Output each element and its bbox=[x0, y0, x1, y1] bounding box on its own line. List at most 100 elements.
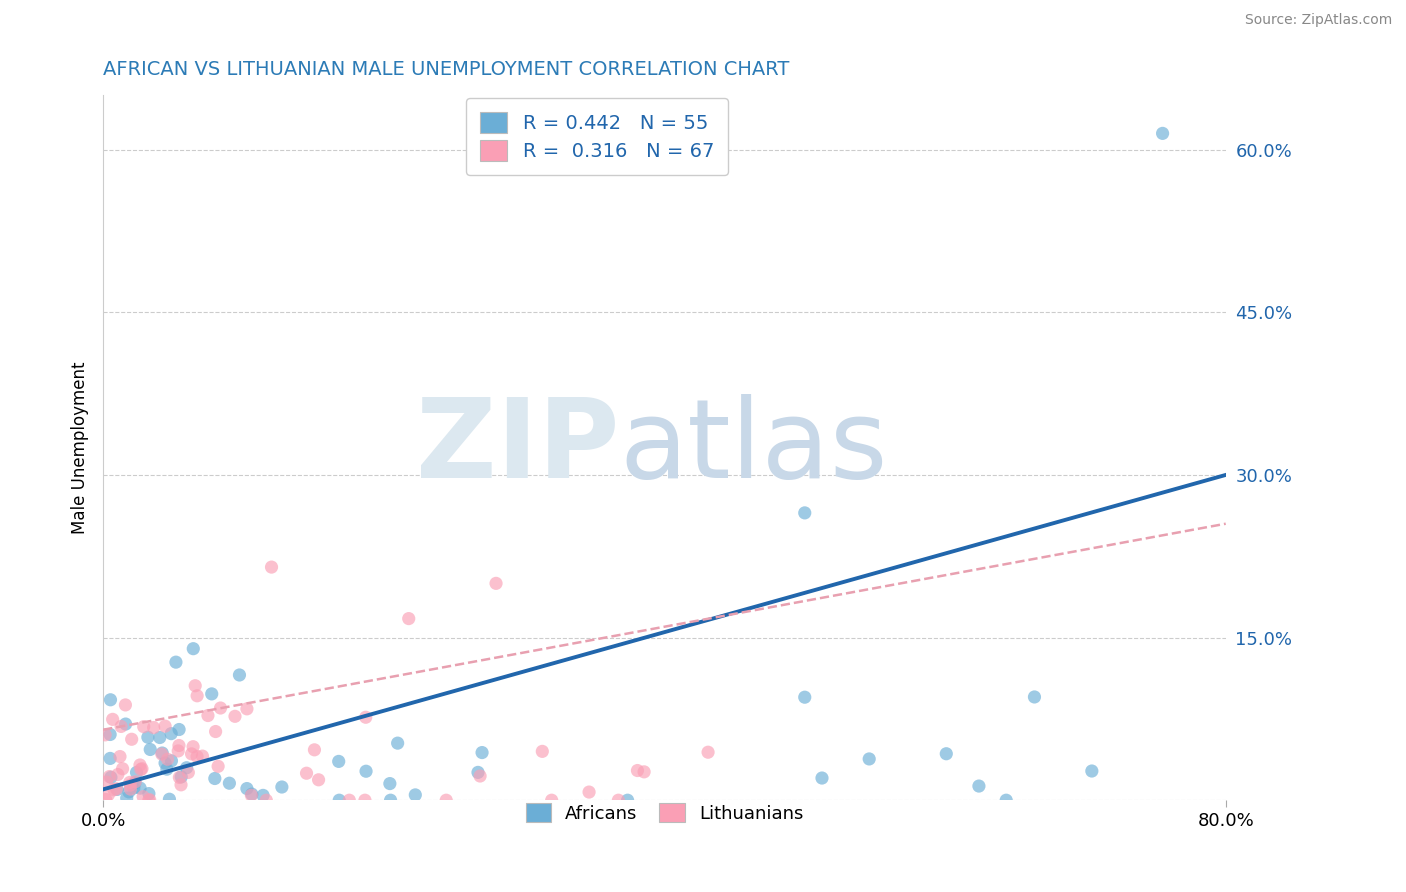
Point bbox=[197, 708, 219, 723]
Point bbox=[165, 655, 187, 669]
Point bbox=[124, 776, 146, 790]
Point bbox=[115, 791, 138, 805]
Point bbox=[181, 739, 204, 754]
Point bbox=[96, 775, 118, 789]
Point bbox=[354, 710, 377, 724]
Point bbox=[180, 747, 202, 761]
Point bbox=[118, 785, 141, 799]
Point bbox=[125, 765, 148, 780]
Point bbox=[97, 788, 120, 802]
Point bbox=[858, 752, 880, 766]
Text: Source: ZipAtlas.com: Source: ZipAtlas.com bbox=[1244, 13, 1392, 28]
Point bbox=[100, 770, 122, 784]
Point bbox=[207, 759, 229, 773]
Point bbox=[616, 793, 638, 807]
Point bbox=[94, 728, 117, 742]
Point bbox=[181, 641, 204, 656]
Point bbox=[295, 766, 318, 780]
Point bbox=[120, 782, 142, 797]
Point bbox=[626, 764, 648, 778]
Point bbox=[1024, 690, 1046, 704]
Point bbox=[129, 758, 152, 772]
Point bbox=[98, 727, 121, 741]
Point bbox=[578, 785, 600, 799]
Point bbox=[236, 702, 259, 716]
Point bbox=[108, 749, 131, 764]
Point bbox=[153, 719, 176, 733]
Point bbox=[156, 762, 179, 776]
Point bbox=[935, 747, 957, 761]
Point bbox=[167, 723, 190, 737]
Point bbox=[354, 764, 377, 779]
Point bbox=[121, 732, 143, 747]
Point bbox=[111, 762, 134, 776]
Text: AFRICAN VS LITHUANIAN MALE UNEMPLOYMENT CORRELATION CHART: AFRICAN VS LITHUANIAN MALE UNEMPLOYMENT … bbox=[103, 60, 790, 78]
Point bbox=[380, 793, 402, 807]
Point bbox=[170, 770, 193, 784]
Point bbox=[260, 560, 283, 574]
Point bbox=[1152, 127, 1174, 141]
Point bbox=[697, 745, 720, 759]
Point bbox=[252, 789, 274, 803]
Point bbox=[100, 693, 122, 707]
Point bbox=[160, 726, 183, 740]
Point bbox=[186, 749, 208, 764]
Point bbox=[485, 576, 508, 591]
Point bbox=[398, 611, 420, 625]
Point bbox=[98, 770, 121, 784]
Point bbox=[150, 747, 173, 761]
Point bbox=[124, 774, 146, 789]
Point bbox=[129, 763, 152, 777]
Point bbox=[150, 746, 173, 760]
Point bbox=[114, 698, 136, 712]
Point bbox=[118, 775, 141, 789]
Point bbox=[138, 793, 160, 807]
Point bbox=[218, 776, 240, 790]
Text: atlas: atlas bbox=[620, 394, 889, 501]
Point bbox=[468, 769, 491, 783]
Point bbox=[607, 793, 630, 807]
Point bbox=[138, 793, 160, 807]
Point bbox=[153, 756, 176, 770]
Point bbox=[328, 755, 350, 769]
Point bbox=[94, 792, 117, 806]
Point bbox=[354, 793, 377, 807]
Point bbox=[540, 793, 562, 807]
Point bbox=[169, 771, 191, 785]
Point bbox=[105, 781, 128, 796]
Point bbox=[434, 793, 457, 807]
Point bbox=[120, 778, 142, 792]
Point bbox=[201, 687, 224, 701]
Point bbox=[186, 689, 208, 703]
Point bbox=[224, 709, 246, 723]
Point bbox=[138, 787, 160, 801]
Point bbox=[184, 679, 207, 693]
Point bbox=[132, 720, 155, 734]
Point bbox=[105, 782, 128, 797]
Point bbox=[139, 742, 162, 756]
Point bbox=[328, 793, 350, 807]
Point bbox=[160, 754, 183, 768]
Point bbox=[156, 752, 179, 766]
Point bbox=[404, 788, 426, 802]
Point bbox=[811, 771, 834, 785]
Point bbox=[531, 744, 554, 758]
Y-axis label: Male Unemployment: Male Unemployment bbox=[72, 361, 89, 534]
Point bbox=[167, 739, 190, 753]
Point bbox=[107, 767, 129, 781]
Point bbox=[129, 781, 152, 796]
Point bbox=[204, 724, 226, 739]
Point bbox=[304, 743, 326, 757]
Point bbox=[236, 781, 259, 796]
Point bbox=[995, 793, 1018, 807]
Point bbox=[103, 782, 125, 797]
Point bbox=[131, 762, 153, 776]
Point bbox=[1081, 764, 1104, 778]
Point bbox=[132, 789, 155, 804]
Point bbox=[471, 746, 494, 760]
Point bbox=[149, 731, 172, 745]
Point bbox=[157, 792, 180, 806]
Point bbox=[114, 717, 136, 731]
Point bbox=[136, 731, 159, 745]
Point bbox=[110, 719, 132, 733]
